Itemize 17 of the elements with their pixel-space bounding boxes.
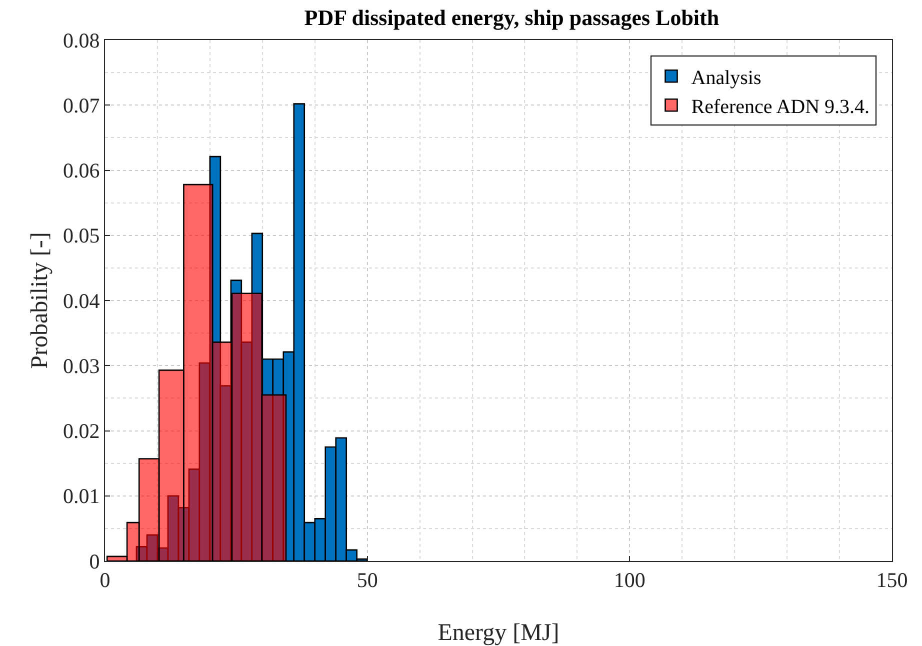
x-tick-label: 50 — [356, 568, 378, 592]
legend-label: Analysis — [691, 66, 762, 89]
chart-title: PDF dissipated energy, ship passages Lobith — [304, 5, 720, 30]
y-tick-label: 0.04 — [63, 288, 100, 313]
y-tick-label: 0.03 — [63, 354, 100, 378]
y-tick-label: 0.05 — [63, 224, 100, 248]
y-tick-label: 0 — [89, 549, 100, 574]
y-tick-label: 0.08 — [63, 28, 100, 52]
y-tick-label: 0.07 — [63, 93, 100, 118]
x-tick-label: 150 — [876, 568, 908, 592]
x-axis-title: Energy [MJ] — [438, 620, 560, 646]
x-tick-label: 100 — [614, 568, 646, 592]
y-axis-title: Probability [-] — [27, 232, 53, 369]
y-tick-label: 0.01 — [63, 484, 100, 508]
y-tick-label: 0.02 — [63, 419, 100, 444]
y-tick-label: 0.06 — [63, 158, 100, 183]
legend-label: Reference ADN 9.3.4. — [691, 96, 870, 118]
